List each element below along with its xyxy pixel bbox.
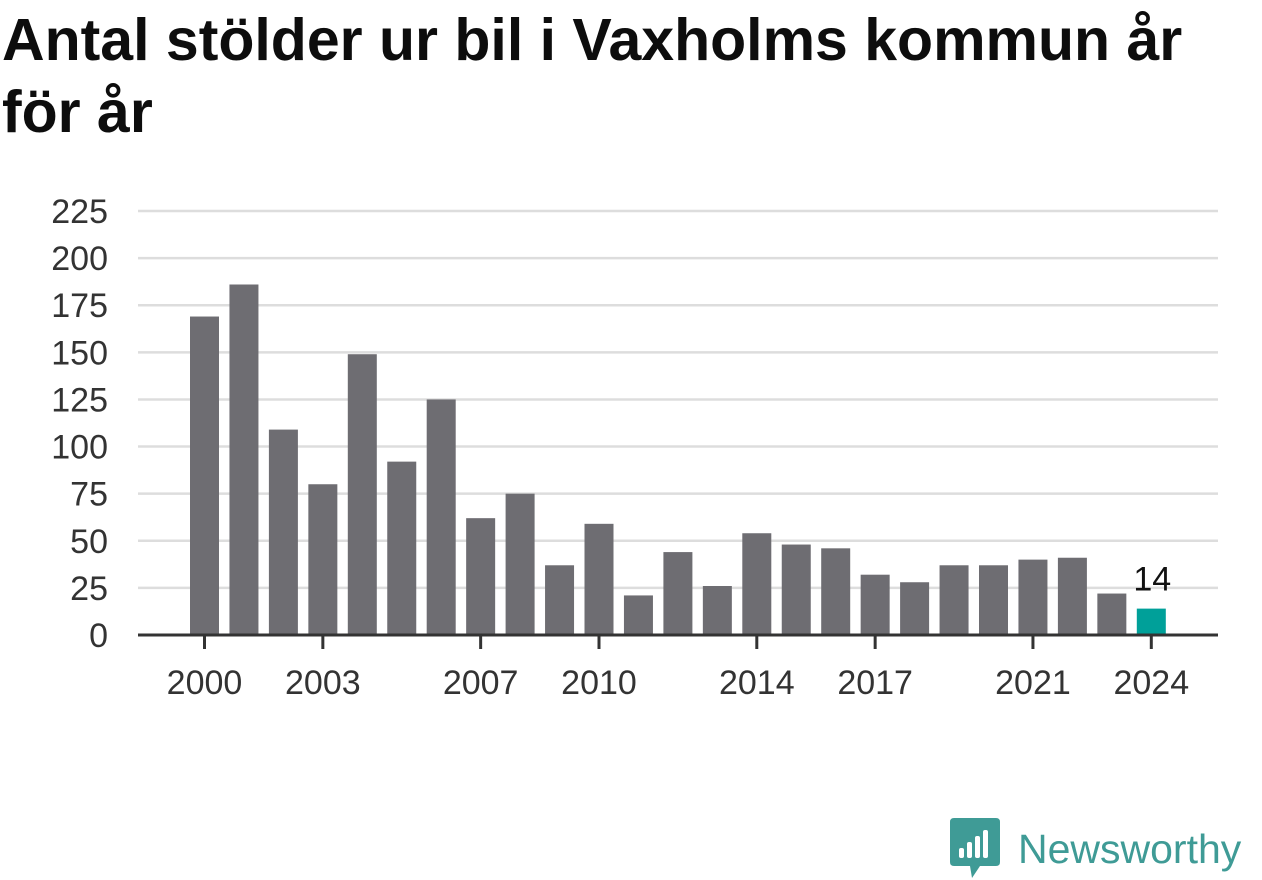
bar-2014 [742,533,772,635]
x-tick-label: 2024 [1113,664,1189,702]
chart-title: Antal stölder ur bil i Vaxholms kommun å… [2,7,1183,145]
grid-lines [138,209,1218,590]
bar-2013 [702,586,732,635]
y-tick-label: 0 [89,617,108,655]
bar-2002 [268,429,298,635]
newsworthy-logo: Newsworthy [950,818,1241,880]
x-tick-label: 2007 [443,664,519,702]
bar-2017 [860,574,890,635]
bar-2016 [821,548,851,635]
y-tick-label: 25 [70,570,108,608]
bar-2011 [623,595,653,635]
bar-2019 [939,565,969,635]
y-tick-label: 150 [51,334,108,372]
y-tick-label: 50 [70,523,108,561]
bar-2023 [1097,593,1127,635]
bar-2020 [979,565,1008,635]
data-label-2024: 14 [1133,561,1171,599]
x-tick-label: 2000 [167,664,243,702]
bar-2021 [1018,559,1048,635]
bar-2003 [308,484,338,635]
y-tick-label: 125 [51,381,108,419]
x-tick-label: 2021 [995,664,1071,702]
bars [190,284,1166,635]
newsworthy-chart-bubble-icon [950,818,1000,878]
x-tick-label: 2010 [561,664,637,702]
x-tick-label: 2003 [285,664,361,702]
bar-2009 [545,565,575,635]
bar-2018 [900,582,930,635]
y-tick-label: 100 [51,429,108,467]
y-tick-label: 225 [51,193,108,231]
data-labels: 14 [1133,561,1171,599]
x-axis: 2000 2003 2007 2010 2014 2017 2021 2024 [138,633,1218,702]
bar-2001 [229,284,259,635]
y-tick-label: 200 [51,240,108,278]
bar-2024 [1136,608,1166,635]
y-tick-label: 75 [70,476,108,514]
x-tick-label: 2017 [837,664,913,702]
bar-2004 [347,354,377,635]
bar-2005 [387,461,417,635]
bar-2006 [426,399,456,635]
bar-2012 [663,552,693,635]
bar-2008 [505,493,535,635]
bar-2000 [190,316,219,635]
bar-2007 [466,518,496,635]
bar-2015 [781,544,811,635]
bar-2022 [1057,557,1087,635]
bar-2010 [584,523,614,635]
newsworthy-logo-text: Newsworthy [1018,825,1242,872]
x-tick-label: 2014 [719,664,795,702]
y-tick-label: 175 [51,287,108,325]
y-axis-tick-labels: 0 25 50 75 100 125 150 175 200 225 [51,193,108,655]
